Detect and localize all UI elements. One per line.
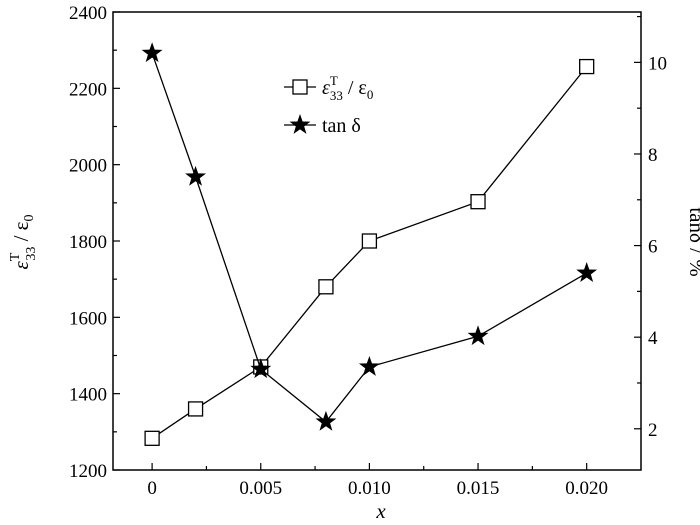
left-y-tick-label: 1600 <box>69 308 107 329</box>
square-data-point <box>361 233 378 249</box>
series-layer <box>141 42 598 446</box>
left-y-title-rest-sub: 0 <box>22 215 37 222</box>
right-y-ticks: 2 4 6 8 10 <box>634 15 667 441</box>
right-y-tick-label: 10 <box>648 53 667 74</box>
x-ticks: 0 0.005 0.010 0.015 0.020 <box>147 463 608 499</box>
svg-text:tanδ / %: tanδ / % <box>685 207 700 276</box>
svg-text:εT33 / ε0: εT33 / ε0 <box>8 215 39 270</box>
legend-tan-delta-label: tan δ <box>322 115 361 137</box>
left-y-tick-label: 1400 <box>69 385 107 406</box>
legend-dielectric-rest-sub: 0 <box>367 87 374 102</box>
star-data-point <box>576 262 598 282</box>
square-data-point <box>579 58 595 75</box>
left-y-tick-label: 2200 <box>69 79 107 100</box>
legend-item-tan-delta: tan δ <box>284 114 361 137</box>
right-y-axis-title: tanδ / % <box>685 207 700 276</box>
left-y-title-sup: T <box>8 252 23 261</box>
square-data-point <box>318 279 334 295</box>
left-y-ticks: 1200 1400 1600 1800 2000 2200 2400 <box>69 3 120 482</box>
series-line <box>151 66 588 439</box>
left-y-tick-label: 2400 <box>69 3 107 24</box>
legend-dielectric-sub: 33 <box>330 88 343 103</box>
star-data-point <box>467 325 489 346</box>
x-tick-label: 0.005 <box>239 478 282 499</box>
star-data-point <box>358 355 380 376</box>
left-y-tick-label: 2000 <box>69 156 107 177</box>
legend-item-dielectric: εT 33 / ε0 <box>284 73 373 103</box>
right-y-tick-label: 6 <box>648 237 658 258</box>
square-data-point <box>187 401 204 417</box>
star-data-point <box>315 410 337 431</box>
x-tick-label: 0.010 <box>348 478 391 499</box>
star-data-point <box>141 42 163 63</box>
left-y-axis-title: εT33 / ε0 <box>8 215 39 270</box>
x-tick-label: 0 <box>147 478 157 499</box>
legend-square-marker <box>292 79 308 95</box>
x-tick-label: 0.015 <box>457 478 500 499</box>
left-y-title-base: ε <box>9 261 33 270</box>
right-y-tick-label: 8 <box>648 145 658 166</box>
x-tick-label: 0.020 <box>565 478 608 499</box>
star-data-point <box>250 358 272 379</box>
right-y-tick-label: 4 <box>648 328 658 349</box>
star-data-point <box>185 165 207 186</box>
svg-text:εT33 / ε0: εT33 / ε0 <box>322 73 373 103</box>
legend-dielectric-base: ε <box>322 77 330 99</box>
left-y-title-sub: 33 <box>24 247 39 261</box>
legend: εT 33 / ε0 tan δ <box>284 73 373 137</box>
legend-star-marker <box>289 114 311 134</box>
x-axis-title: x <box>375 499 386 523</box>
series-tan-delta <box>141 42 598 431</box>
left-y-tick-label: 1800 <box>69 232 107 253</box>
right-y-tick-label: 2 <box>648 420 658 441</box>
square-data-point <box>144 430 160 446</box>
left-y-tick-label: 1200 <box>69 461 107 482</box>
legend-dielectric-rest: / ε <box>343 77 367 99</box>
legend-dielectric-sup: T <box>330 73 338 88</box>
series-dielectric-constant <box>144 58 595 446</box>
square-data-point <box>470 194 486 210</box>
left-y-title-rest: / ε <box>9 221 33 246</box>
